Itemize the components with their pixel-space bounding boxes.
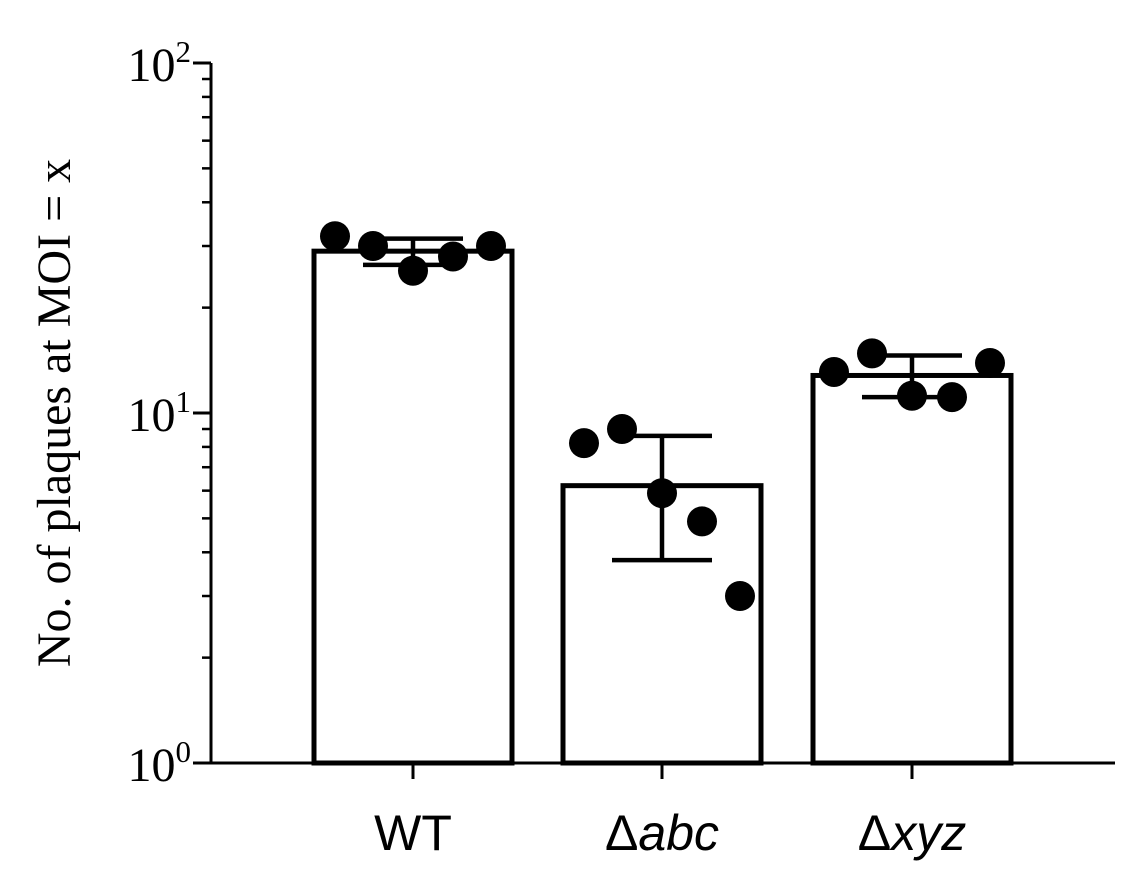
data-point (897, 380, 927, 411)
y-tick-label: 102 (128, 34, 192, 92)
data-point (819, 356, 849, 387)
data-point (975, 347, 1005, 378)
x-tick-italic: abc (638, 805, 719, 861)
x-tick-label: Δxyz (858, 805, 966, 861)
data-points (320, 221, 1005, 612)
data-point (725, 581, 755, 612)
data-point (687, 506, 717, 537)
y-axis-label: No. of plaques at MOI = x (28, 159, 81, 667)
data-point (438, 241, 468, 272)
x-tick-prefix: Δ (858, 805, 891, 861)
x-tick-label: Δabc (605, 805, 719, 861)
x-tick-prefix: Δ (605, 805, 638, 861)
y-tick-base: 10 (128, 739, 176, 792)
bar-2 (810, 372, 1014, 766)
y-tick-label: 101 (128, 384, 192, 442)
x-tick-label: WT (374, 805, 452, 861)
data-point (937, 382, 967, 413)
y-tick-base: 10 (128, 389, 176, 442)
y-tick-exponent: 0 (176, 734, 192, 769)
bar-0 (311, 248, 515, 766)
data-point (320, 221, 350, 252)
bars (311, 248, 1014, 766)
data-point (398, 255, 428, 286)
data-point (476, 231, 506, 262)
data-point (857, 338, 887, 369)
data-point (607, 414, 637, 445)
data-point (358, 231, 388, 262)
data-point (647, 478, 677, 509)
y-tick-exponent: 2 (176, 34, 192, 69)
y-tick-base: 10 (128, 39, 176, 92)
x-tick-italic: xyz (889, 805, 966, 861)
x-tick-labels: WT Δabc Δxyz (374, 805, 966, 861)
data-point (569, 428, 599, 459)
y-tick-exponent: 1 (176, 384, 192, 419)
x-tick-plain: WT (374, 805, 452, 861)
y-tick-label: 100 (128, 734, 192, 792)
